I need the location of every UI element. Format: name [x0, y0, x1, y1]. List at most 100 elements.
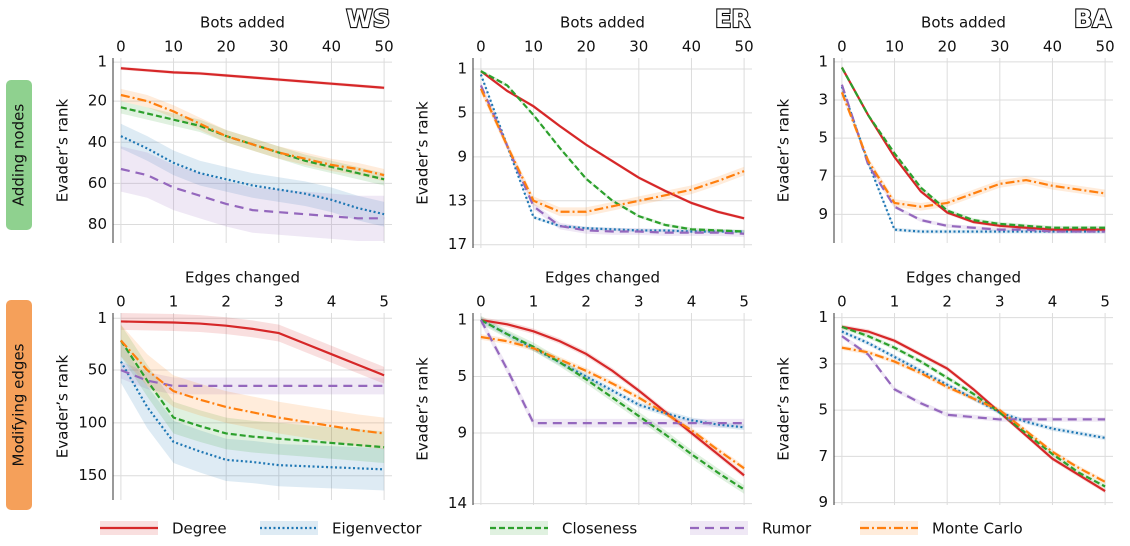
series-line [480, 70, 745, 220]
series-line [840, 84, 1106, 233]
x-tick-label: 20 [577, 38, 596, 56]
legend-label: Eigenvector [332, 520, 422, 538]
panel-tag: WS [346, 5, 390, 33]
series-line [841, 330, 1106, 439]
x-axis-label: Bots added [560, 14, 645, 32]
x-tick-label: 20 [938, 38, 957, 56]
series-line [480, 335, 745, 470]
confidence-band [841, 65, 1106, 230]
y-tick-label: 13 [448, 191, 467, 209]
x-tick-label: 50 [735, 38, 754, 56]
legend-label: Monte Carlo [932, 520, 1023, 538]
x-tick-label: 0 [476, 38, 486, 56]
y-tick-label: 14 [448, 494, 467, 512]
series-line [841, 346, 1106, 483]
series-line [841, 335, 1106, 421]
y-axis-label: Evader’s rank [54, 99, 72, 203]
y-tick-label: 40 [88, 133, 107, 151]
series-line [841, 325, 1106, 493]
series-line [120, 369, 385, 387]
panel-tag: BA [1074, 5, 1111, 33]
x-axis-label: Bots added [921, 14, 1006, 32]
panel-tag: ER [715, 5, 750, 33]
legend-swatch-band [690, 521, 748, 535]
y-axis-label: Evader’s rank [54, 355, 72, 459]
series-line [840, 91, 1106, 208]
y-tick-label: 5 [818, 401, 828, 419]
x-tick-label: 0 [837, 293, 847, 311]
row-label-box [6, 300, 32, 510]
x-tick-label: 50 [375, 38, 394, 56]
x-tick-label: 20 [217, 38, 236, 56]
y-axis-label: Evader’s rank [775, 357, 793, 461]
y-tick-label: 7 [818, 167, 828, 185]
confidence-band [120, 88, 385, 182]
confidence-band [841, 88, 1106, 211]
x-tick-label: 5 [379, 293, 389, 311]
y-axis-label: Evader’s rank [775, 99, 793, 203]
x-tick-label: 2 [581, 293, 591, 311]
x-tick-label: 3 [274, 293, 284, 311]
x-tick-label: 5 [1100, 293, 1110, 311]
x-tick-label: 40 [322, 38, 341, 56]
x-tick-label: 4 [687, 293, 697, 311]
x-tick-label: 30 [990, 38, 1009, 56]
y-tick-label: 7 [818, 447, 828, 465]
confidence-band [841, 345, 1106, 485]
series-line [120, 67, 385, 89]
x-tick-label: 1 [890, 293, 900, 311]
legend-label: Rumor [762, 520, 812, 538]
y-tick-label: 1 [818, 52, 828, 70]
series-line [479, 85, 745, 235]
series-line [840, 86, 1106, 233]
legend-label: Closeness [562, 520, 637, 538]
confidence-band [480, 84, 745, 217]
row-label: Adding nodes [10, 104, 28, 206]
x-axis-label: Bots added [200, 14, 285, 32]
y-tick-label: 1 [818, 308, 828, 326]
confidence-band [841, 82, 1106, 234]
y-tick-label: 1 [97, 53, 107, 71]
legend-label: Degree [172, 520, 227, 538]
row-label-box [6, 80, 32, 230]
x-tick-label: 3 [634, 293, 644, 311]
series-line [480, 70, 745, 233]
confidence-band [120, 324, 385, 464]
y-axis-label: Evader’s rank [414, 101, 432, 205]
x-axis-label: Edges changed [185, 269, 300, 287]
series-line [840, 67, 1106, 231]
y-tick-label: 60 [88, 174, 107, 192]
y-tick-label: 80 [88, 215, 107, 233]
confidence-band [480, 69, 745, 220]
x-tick-label: 4 [1048, 293, 1058, 311]
series-line [479, 319, 745, 425]
confidence-band [841, 324, 1106, 494]
confidence-band [841, 84, 1106, 234]
x-tick-label: 1 [169, 293, 179, 311]
y-tick-label: 1 [97, 309, 107, 327]
x-tick-label: 10 [524, 38, 543, 56]
y-tick-label: 5 [457, 367, 467, 385]
confidence-band [120, 146, 385, 241]
series-line [119, 339, 385, 449]
series-line [120, 93, 385, 177]
confidence-band [841, 329, 1106, 441]
x-tick-label: 2 [942, 293, 952, 311]
x-tick-label: 40 [1043, 38, 1062, 56]
y-tick-label: 100 [78, 413, 107, 431]
x-axis-label: Edges changed [906, 269, 1021, 287]
y-tick-label: 9 [818, 493, 828, 511]
x-tick-label: 50 [1096, 38, 1115, 56]
x-tick-label: 0 [837, 38, 847, 56]
x-axis-label: Edges changed [545, 269, 660, 287]
y-tick-label: 150 [78, 466, 107, 484]
y-axis-label: Evader’s rank [414, 357, 432, 461]
x-tick-label: 2 [221, 293, 231, 311]
y-tick-label: 50 [88, 361, 107, 379]
x-tick-label: 30 [269, 38, 288, 56]
series-line [119, 361, 385, 471]
series-line [120, 167, 385, 220]
x-tick-label: 30 [629, 38, 648, 56]
y-tick-label: 3 [818, 90, 828, 108]
